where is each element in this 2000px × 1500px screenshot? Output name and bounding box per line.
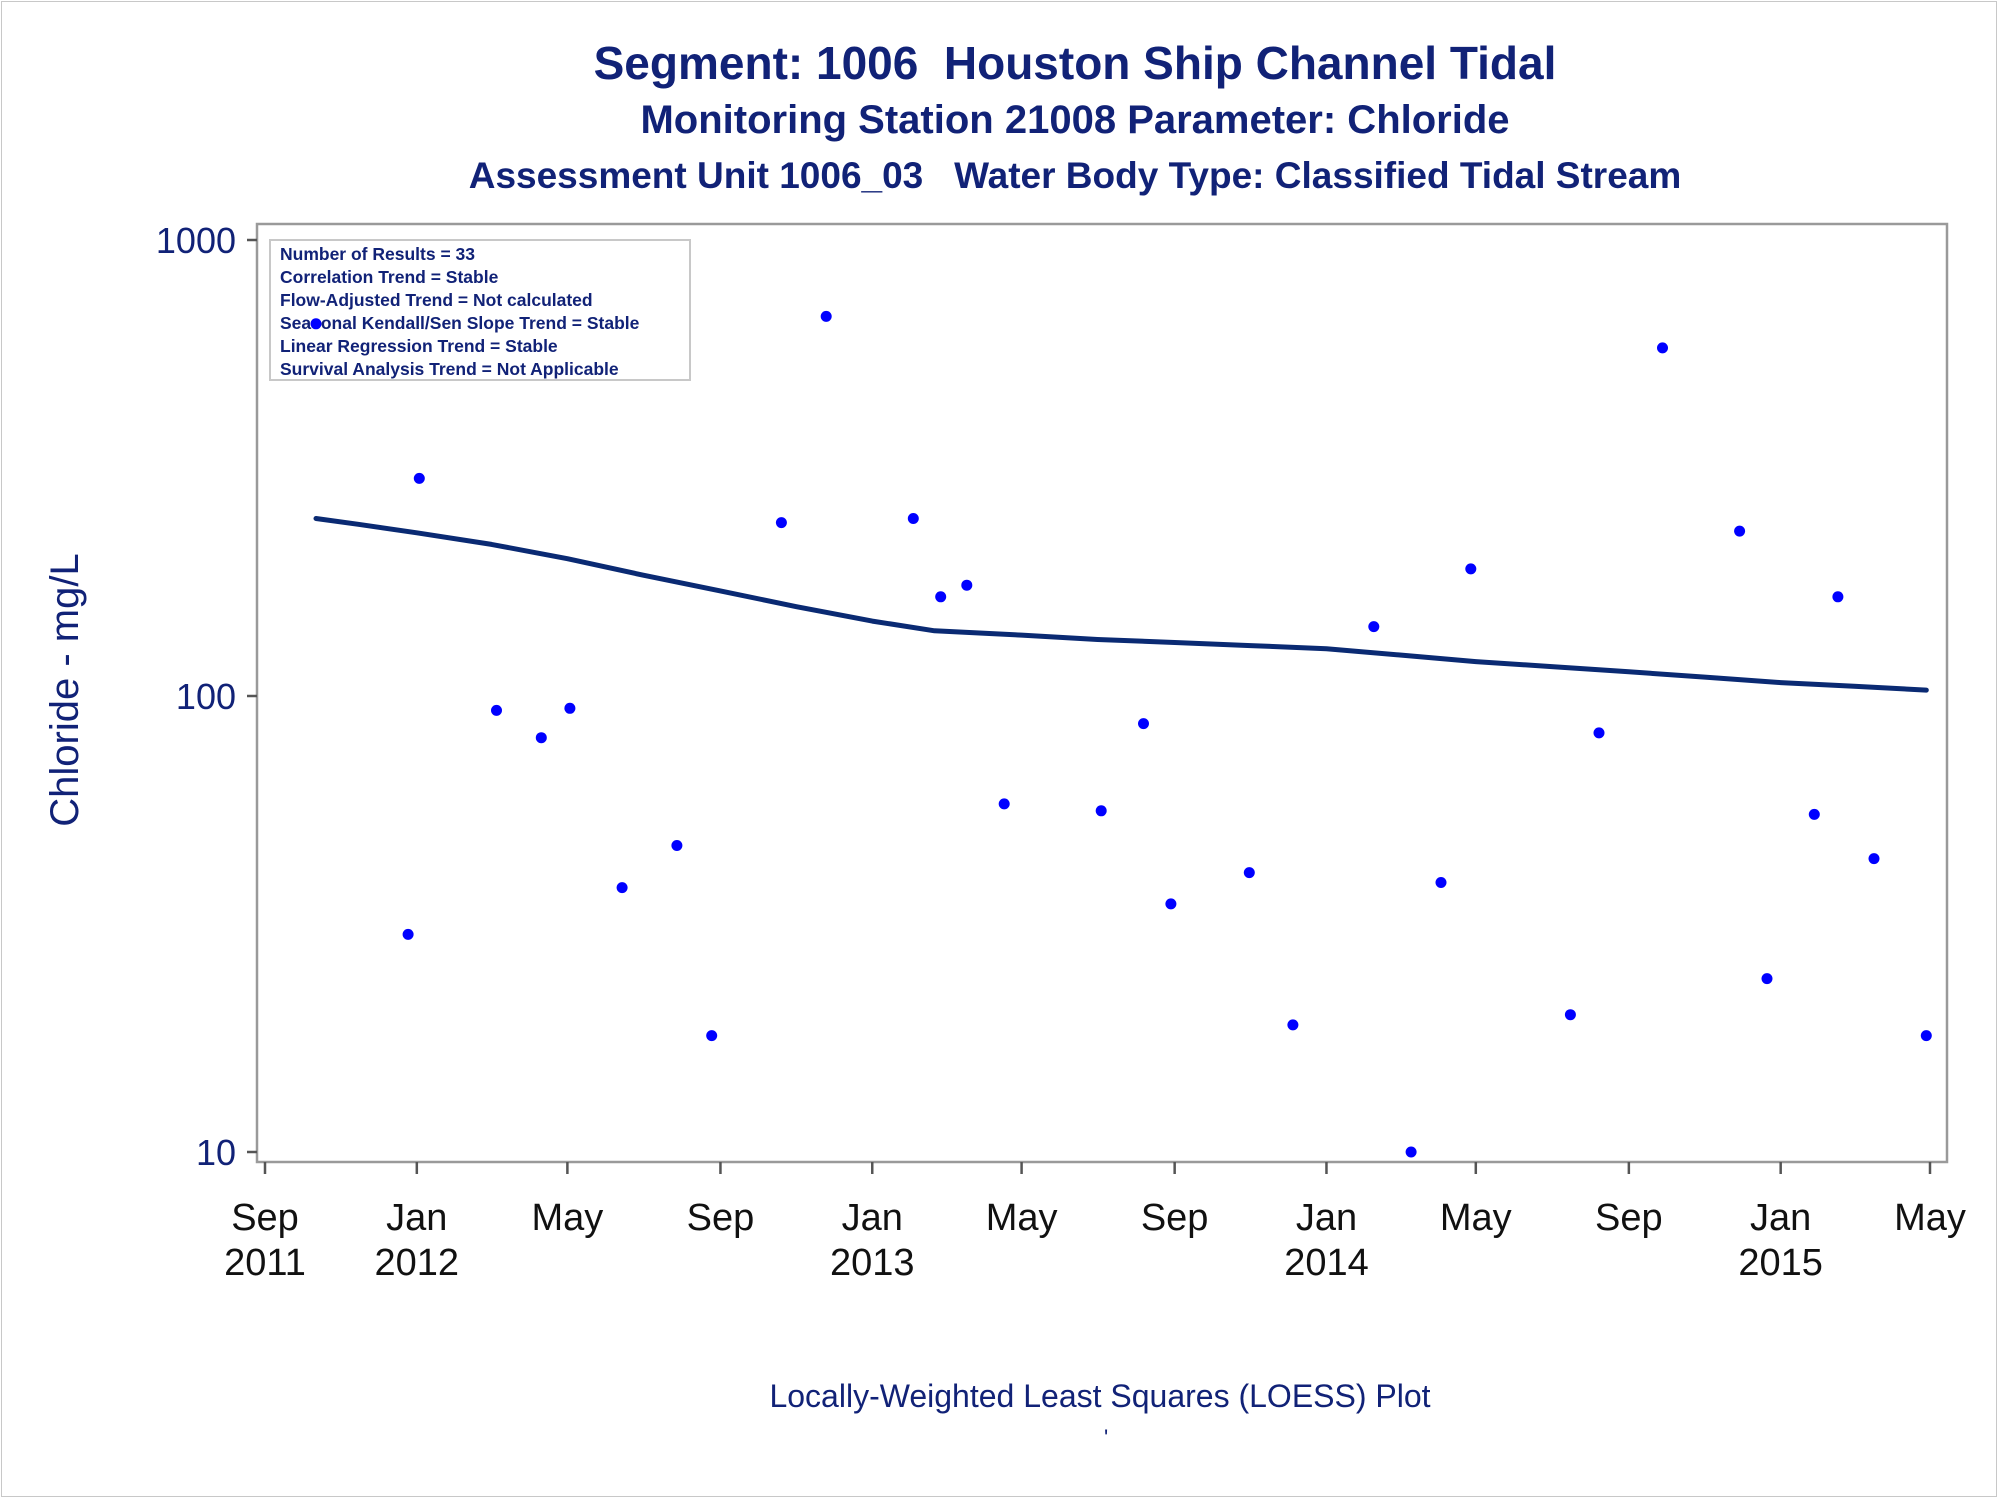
data-point <box>1138 718 1149 730</box>
data-point <box>1564 1009 1576 1021</box>
chart-title: Segment: 1006 Houston Ship Channel Tidal <box>593 37 1557 89</box>
data-point <box>1832 591 1844 603</box>
x-tick-year-label: 2014 <box>1284 1242 1369 1284</box>
data-point <box>402 928 414 940</box>
x-tick-month-label: May <box>531 1197 603 1239</box>
data-point <box>907 513 919 524</box>
stats-box-line: Number of Results = 33 <box>280 244 475 264</box>
data-point <box>1287 1019 1299 1031</box>
x-tick-year-label: 2012 <box>375 1242 460 1284</box>
data-point <box>1657 342 1668 354</box>
y-tick-label: 100 <box>176 676 236 717</box>
x-tick-month-label: Jan <box>1750 1197 1811 1239</box>
stats-box-line: Flow-Adjusted Trend = Not calculated <box>280 290 593 310</box>
stats-box-line: Linear Regression Trend = Stable <box>280 336 558 356</box>
y-tick-label: 10 <box>196 1132 236 1173</box>
x-tick-month-label: Jan <box>842 1197 903 1239</box>
x-tick-month-label: Sep <box>1595 1197 1663 1239</box>
data-point <box>1243 867 1255 879</box>
stats-box-line: Correlation Trend = Stable <box>280 267 499 287</box>
stats-box-line: Seasonal Kendall/Sen Slope Trend = Stabl… <box>280 313 640 333</box>
plot-area <box>255 222 1949 1164</box>
stats-box-line: Survival Analysis Trend = Not Applicable <box>280 359 619 379</box>
data-point <box>998 798 1010 810</box>
y-axis: 1000 100 10 <box>156 220 257 1173</box>
x-tick-month-label: Sep <box>687 1197 755 1239</box>
data-point <box>1368 621 1380 633</box>
x-tick-month-label: Jan <box>1296 1197 1357 1239</box>
data-point <box>535 732 547 744</box>
data-point <box>616 882 628 894</box>
x-tick-month-label: May <box>1894 1197 1966 1239</box>
data-point <box>1465 563 1477 575</box>
data-point <box>1734 525 1746 537</box>
loess-trend-line <box>313 516 1929 693</box>
data-point <box>564 702 576 714</box>
x-tick-month-label: Sep <box>1141 1197 1209 1239</box>
plot-caption: Locally-Weighted Least Squares (LOESS) P… <box>769 1378 1431 1414</box>
x-tick-month-label: Jan <box>386 1197 447 1239</box>
data-point <box>671 840 683 851</box>
x-tick-year-label: 2013 <box>830 1242 915 1284</box>
data-point <box>775 517 787 529</box>
data-point <box>706 1030 718 1042</box>
y-axis-label: Chloride - mg/L <box>43 553 87 826</box>
data-point <box>1868 853 1880 865</box>
data-point <box>310 318 322 330</box>
data-point <box>491 704 502 716</box>
data-point <box>1808 808 1820 820</box>
x-tick-month-label: May <box>1440 1197 1512 1239</box>
loess-line-layer <box>313 516 1929 693</box>
data-point <box>961 579 973 591</box>
data-point <box>1165 898 1177 910</box>
data-point <box>1095 805 1107 817</box>
data-points-layer <box>310 310 1932 1158</box>
chart-subtitle-2: Assessment Unit 1006_03 Water Body Type:… <box>468 155 1682 196</box>
x-tick-month-label: May <box>986 1197 1058 1239</box>
data-point <box>935 591 947 603</box>
data-point <box>1761 973 1773 985</box>
x-tick-month-label: Sep <box>231 1197 299 1239</box>
x-tick-year-label: 2015 <box>1738 1242 1823 1284</box>
data-point <box>1405 1146 1417 1158</box>
y-tick-label: 1000 <box>156 220 236 261</box>
data-point <box>820 310 832 322</box>
stats-box-frame <box>269 239 691 381</box>
data-point <box>413 472 425 484</box>
chart-subtitle: Monitoring Station 21008 Parameter: Chlo… <box>640 98 1510 142</box>
stats-box: Number of Results = 33 Correlation Trend … <box>269 239 691 381</box>
data-point <box>1593 727 1605 739</box>
data-point <box>1435 877 1447 888</box>
x-tick-year-label: 2011 <box>224 1242 306 1284</box>
data-point <box>1920 1030 1932 1042</box>
caption-tick-mark: ' <box>1104 1425 1109 1450</box>
